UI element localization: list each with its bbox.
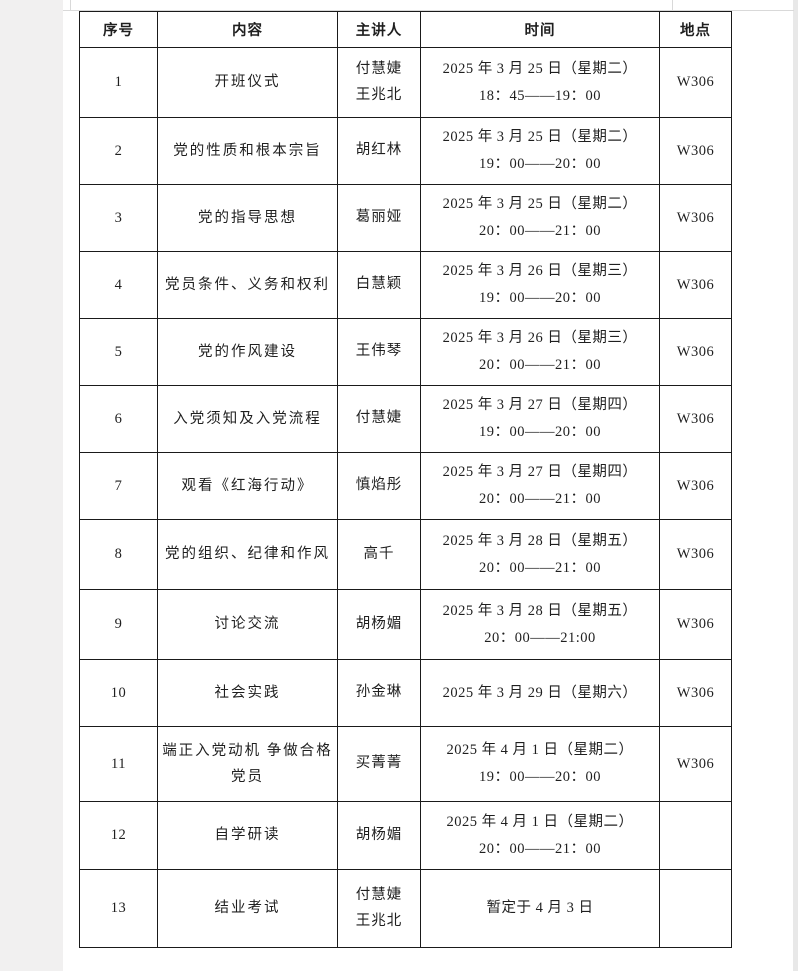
cell-topic: 观看《红海行动》 — [157, 452, 338, 520]
cell-index: 13 — [79, 869, 158, 948]
cell-time: 暂定于 4 月 3 日 — [420, 869, 660, 948]
cell-time: 2025 年 4 月 1 日（星期二） 20：00——21：00 — [420, 801, 660, 870]
canvas-gutter — [0, 0, 63, 971]
cell-location: W306 — [659, 318, 732, 386]
cell-index: 12 — [79, 801, 158, 870]
cell-location: W306 — [659, 385, 732, 453]
cell-speaker: 孙金琳 — [337, 659, 421, 727]
cell-topic: 党的作风建设 — [157, 318, 338, 386]
cell-time: 2025 年 3 月 25 日（星期二） 19：00——20：00 — [420, 117, 660, 185]
cell-speaker: 慎焰彤 — [337, 452, 421, 520]
cell-location: W306 — [659, 47, 732, 118]
cell-index: 9 — [79, 589, 158, 660]
header-row: 序号 内容 主讲人 时间 地点 — [79, 11, 732, 48]
cell-location: W306 — [659, 117, 732, 185]
cell-speaker: 付慧婕 王兆北 — [337, 47, 421, 118]
cell-location: W306 — [659, 589, 732, 660]
table-row: 12 自学研读 胡杨媚 2025 年 4 月 1 日（星期二） 20：00——2… — [79, 801, 732, 870]
table-row: 8 党的组织、纪律和作风 高千 2025 年 3 月 28 日（星期五） 20：… — [79, 519, 732, 590]
cell-location: W306 — [659, 726, 732, 802]
cell-time: 2025 年 3 月 25 日（星期二） 18：45——19：00 — [420, 47, 660, 118]
page-boundary-line — [63, 10, 794, 11]
column-header: 序号 — [79, 11, 158, 48]
cell-location: W306 — [659, 659, 732, 727]
cell-topic: 讨论交流 — [157, 589, 338, 660]
cell-topic: 党员条件、义务和权利 — [157, 251, 338, 319]
scrollbar-track[interactable] — [793, 0, 798, 971]
schedule-table: 序号 内容 主讲人 时间 地点 1 开班仪式 付慧婕 王兆北 2025 年 3 月 25… — [79, 11, 732, 948]
table-row: 3 党的指导思想 葛丽娅 2025 年 3 月 25 日（星期二） 20：00—… — [79, 184, 732, 252]
table-body: 1 开班仪式 付慧婕 王兆北 2025 年 3 月 25 日（星期二） 18：4… — [79, 47, 732, 948]
cell-location: W306 — [659, 251, 732, 319]
cell-time: 2025 年 3 月 25 日（星期二） 20：00——21：00 — [420, 184, 660, 252]
cell-time: 2025 年 3 月 28 日（星期五） 20：00——21：00 — [420, 519, 660, 590]
cell-speaker: 王伟琴 — [337, 318, 421, 386]
cell-time: 2025 年 3 月 28 日（星期五） 20：00——21:00 — [420, 589, 660, 660]
cell-speaker: 付慧婕 王兆北 — [337, 869, 421, 948]
cell-topic: 社会实践 — [157, 659, 338, 727]
table-row: 2 党的性质和根本宗旨 胡红林 2025 年 3 月 25 日（星期二） 19：… — [79, 117, 732, 185]
page-boundary-tick — [672, 0, 673, 10]
cell-index: 11 — [79, 726, 158, 802]
cell-index: 4 — [79, 251, 158, 319]
column-header: 内容 — [157, 11, 338, 48]
cell-index: 2 — [79, 117, 158, 185]
cell-topic: 结业考试 — [157, 869, 338, 948]
table-row: 13 结业考试 付慧婕 王兆北 暂定于 4 月 3 日 — [79, 869, 732, 948]
cell-topic: 开班仪式 — [157, 47, 338, 118]
cell-speaker: 胡红林 — [337, 117, 421, 185]
cell-topic: 党的性质和根本宗旨 — [157, 117, 338, 185]
cell-speaker: 胡杨媚 — [337, 801, 421, 870]
table-row: 7 观看《红海行动》 慎焰彤 2025 年 3 月 27 日（星期四） 20：0… — [79, 452, 732, 520]
column-header: 地点 — [659, 11, 732, 48]
cell-index: 5 — [79, 318, 158, 386]
cell-location: W306 — [659, 452, 732, 520]
cell-index: 7 — [79, 452, 158, 520]
cell-topic: 入党须知及入党流程 — [157, 385, 338, 453]
table-row: 11 端正入党动机 争做合格党员 买菁菁 2025 年 4 月 1 日（星期二）… — [79, 726, 732, 802]
table-row: 9 讨论交流 胡杨媚 2025 年 3 月 28 日（星期五） 20：00——2… — [79, 589, 732, 660]
cell-speaker: 付慧婕 — [337, 385, 421, 453]
cell-topic: 端正入党动机 争做合格党员 — [157, 726, 338, 802]
cell-location — [659, 801, 732, 870]
cell-speaker: 买菁菁 — [337, 726, 421, 802]
cell-index: 3 — [79, 184, 158, 252]
table-row: 1 开班仪式 付慧婕 王兆北 2025 年 3 月 25 日（星期二） 18：4… — [79, 47, 732, 118]
cell-index: 10 — [79, 659, 158, 727]
table-row: 6 入党须知及入党流程 付慧婕 2025 年 3 月 27 日（星期四） 19：… — [79, 385, 732, 453]
cell-speaker: 葛丽娅 — [337, 184, 421, 252]
cell-topic: 党的组织、纪律和作风 — [157, 519, 338, 590]
cell-topic: 自学研读 — [157, 801, 338, 870]
cell-location — [659, 869, 732, 948]
cell-time: 2025 年 3 月 29 日（星期六） — [420, 659, 660, 727]
page-boundary-tick — [70, 0, 71, 10]
cell-location: W306 — [659, 184, 732, 252]
cell-time: 2025 年 4 月 1 日（星期二） 19：00——20：00 — [420, 726, 660, 802]
cell-speaker: 白慧颖 — [337, 251, 421, 319]
cell-time: 2025 年 3 月 27 日（星期四） 20：00——21：00 — [420, 452, 660, 520]
table-row: 4 党员条件、义务和权利 白慧颖 2025 年 3 月 26 日（星期三） 19… — [79, 251, 732, 319]
cell-index: 1 — [79, 47, 158, 118]
table-row: 10 社会实践 孙金琳 2025 年 3 月 29 日（星期六） W306 — [79, 659, 732, 727]
cell-index: 6 — [79, 385, 158, 453]
cell-time: 2025 年 3 月 26 日（星期三） 20：00——21：00 — [420, 318, 660, 386]
column-header: 时间 — [420, 11, 660, 48]
column-header: 主讲人 — [337, 11, 421, 48]
cell-speaker: 高千 — [337, 519, 421, 590]
cell-speaker: 胡杨媚 — [337, 589, 421, 660]
table-row: 5 党的作风建设 王伟琴 2025 年 3 月 26 日（星期三） 20：00—… — [79, 318, 732, 386]
cell-topic: 党的指导思想 — [157, 184, 338, 252]
cell-location: W306 — [659, 519, 732, 590]
cell-time: 2025 年 3 月 27 日（星期四） 19：00——20：00 — [420, 385, 660, 453]
cell-index: 8 — [79, 519, 158, 590]
cell-time: 2025 年 3 月 26 日（星期三） 19：00——20：00 — [420, 251, 660, 319]
